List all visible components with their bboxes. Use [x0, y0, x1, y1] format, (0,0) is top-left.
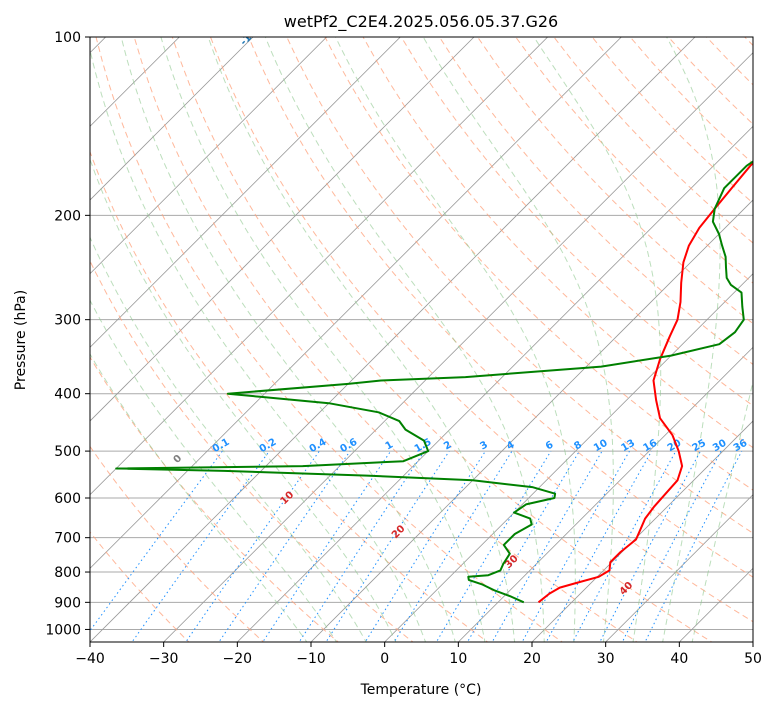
- y-axis-label: Pressure (hPa): [13, 290, 29, 390]
- x-tick-label: 0: [380, 651, 389, 667]
- x-tick-label: −10: [296, 651, 326, 667]
- y-tick-label: 300: [54, 313, 81, 329]
- x-tick-label: −30: [149, 651, 179, 667]
- y-tick-label: 900: [54, 595, 81, 611]
- x-tick-label: 20: [523, 651, 541, 667]
- x-tick-label: 30: [597, 651, 615, 667]
- y-tick-label: 700: [54, 531, 81, 547]
- x-tick-label: −20: [223, 651, 253, 667]
- y-tick-label: 800: [54, 565, 81, 581]
- x-tick-label: 10: [449, 651, 467, 667]
- x-tick-label: 40: [670, 651, 688, 667]
- y-tick-label: 200: [54, 208, 81, 224]
- y-tick-label: 600: [54, 491, 81, 507]
- chart-title: wetPf2_C2E4.2025.056.05.37.G26: [284, 12, 558, 32]
- x-axis-label: Temperature (°C): [360, 682, 482, 698]
- y-tick-label: 500: [54, 444, 81, 460]
- x-tick-label: 50: [744, 651, 762, 667]
- x-tick-label: −40: [75, 651, 105, 667]
- y-tick-label: 1000: [45, 622, 81, 638]
- y-tick-label: 100: [54, 30, 81, 46]
- y-tick-label: 400: [54, 387, 81, 403]
